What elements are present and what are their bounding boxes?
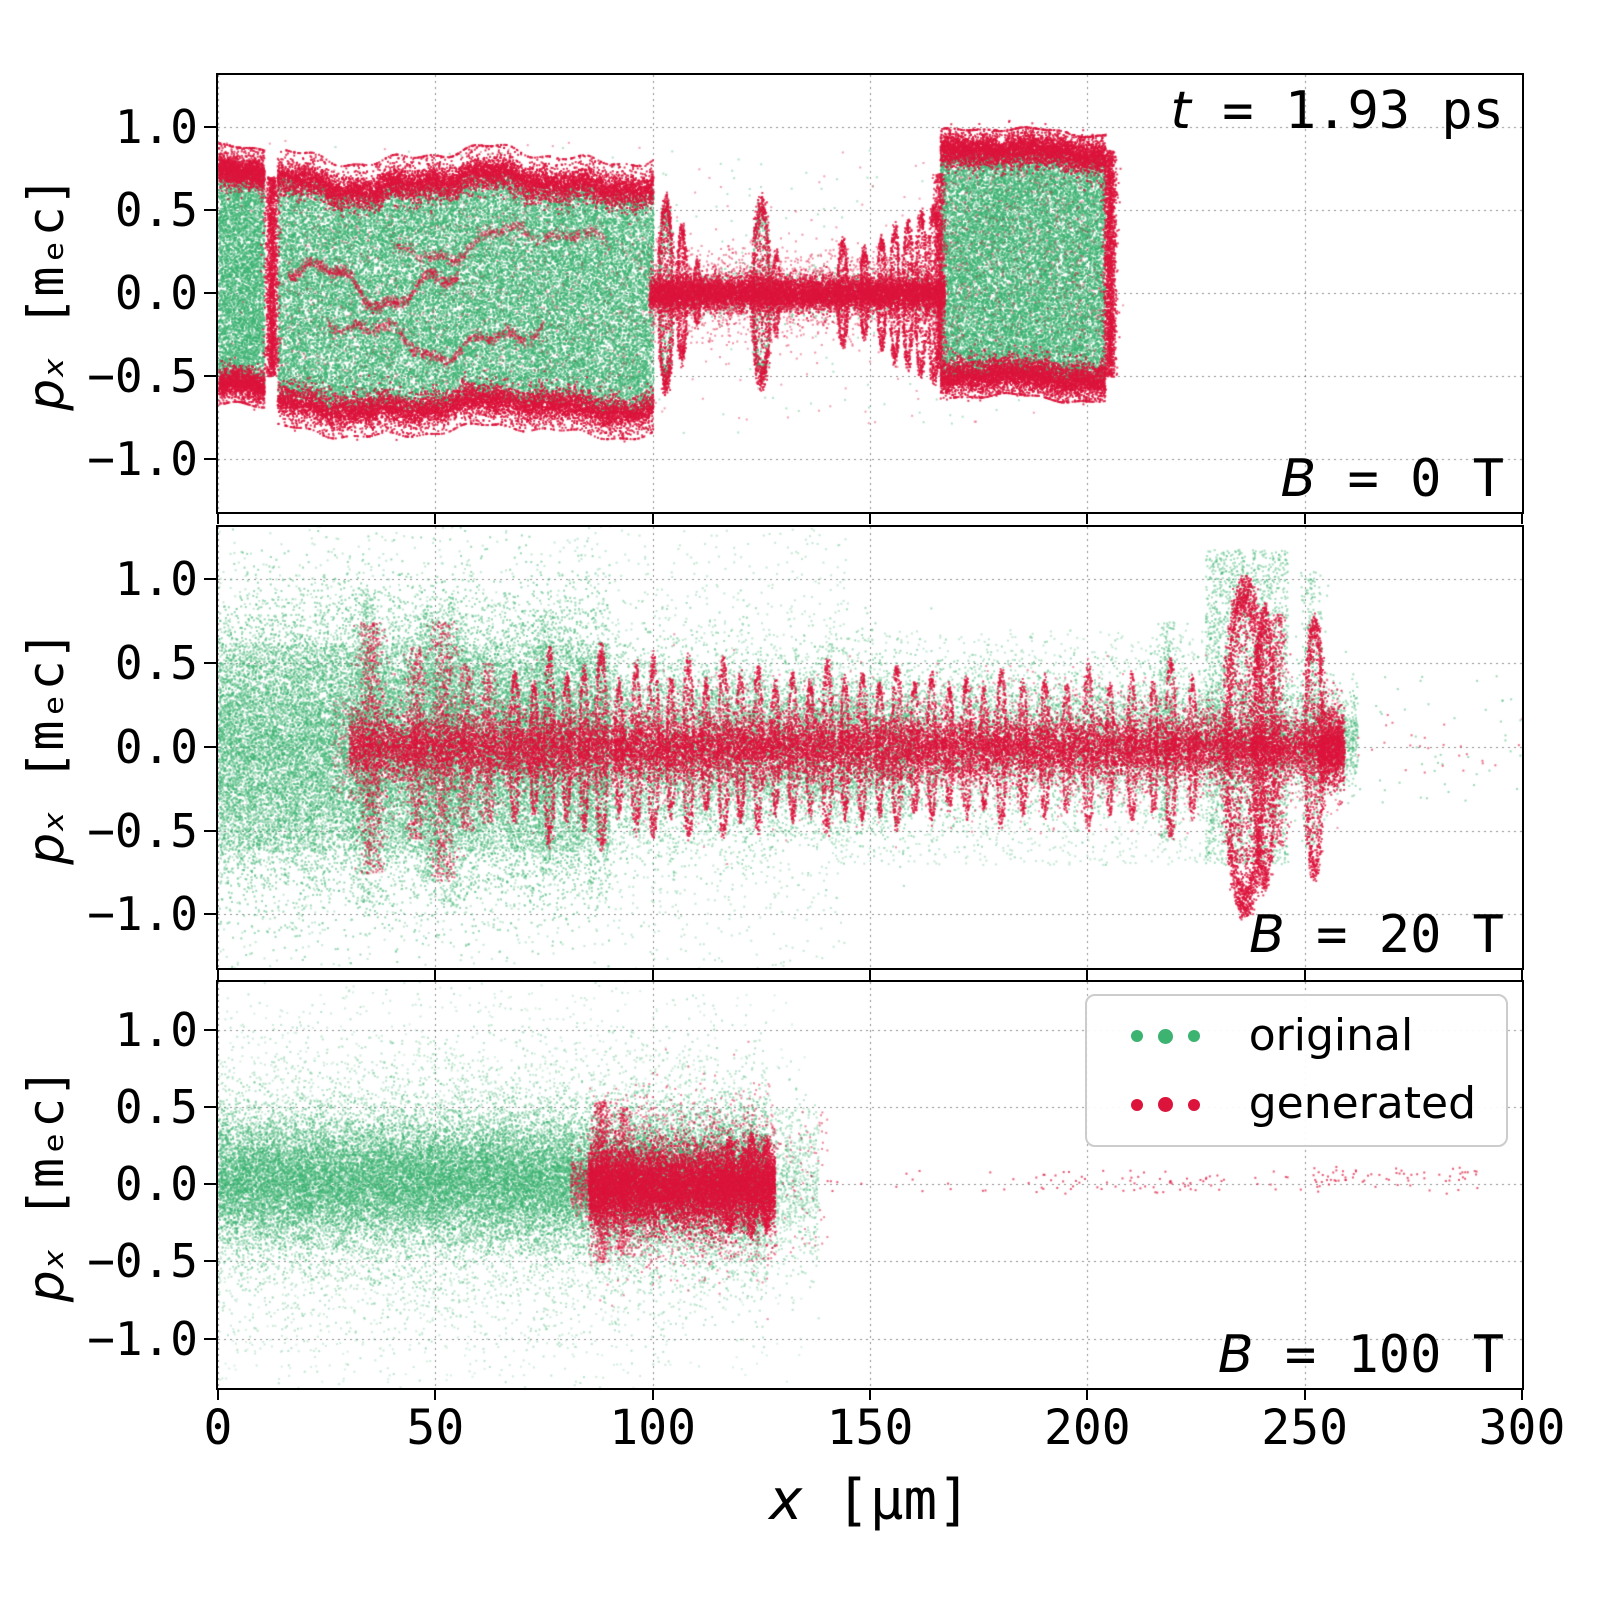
y-tick-label: −0.5	[87, 1234, 198, 1289]
y-tick-label: −1.0	[87, 431, 198, 486]
x-tick-mark	[217, 970, 219, 980]
x-tick-mark	[434, 970, 437, 980]
y-tick-mark	[204, 913, 216, 916]
y-tick-mark	[204, 291, 216, 294]
y-tick-label: 0.5	[114, 1080, 198, 1135]
y-tick-label: −1.0	[87, 1311, 198, 1366]
y-tick-label: 0.5	[114, 635, 198, 690]
panel-b-100t: original generated B = 100 T	[216, 980, 1524, 1390]
scatter-plot-b20	[218, 527, 1522, 968]
x-tick-label: 0	[203, 1400, 233, 1456]
y-tick-mark	[204, 745, 216, 748]
panel-b-0t: t = 1.93 ps B = 0 T	[216, 73, 1524, 514]
y-tick-mark	[204, 829, 216, 832]
field-var: B	[1217, 1324, 1254, 1385]
y-tick-label: −0.5	[87, 348, 198, 403]
x-tick-mark	[1303, 970, 1306, 980]
y-tick-mark	[204, 125, 216, 128]
scatter-marker-generated-icon	[1107, 1097, 1225, 1113]
legend-item-original: original	[1107, 1010, 1476, 1061]
x-tick-mark	[1521, 514, 1523, 524]
y-tick-label: 0.5	[114, 182, 198, 237]
field-label-b100: B = 100 T	[1217, 1324, 1504, 1385]
x-tick-mark	[217, 514, 219, 524]
x-tick-label: 100	[609, 1400, 696, 1456]
legend: original generated	[1084, 994, 1508, 1147]
x-tick-mark	[434, 1390, 437, 1400]
panel-b-20t: B = 20 T	[216, 525, 1524, 970]
x-tick-mark	[1086, 514, 1089, 524]
x-tick-mark	[869, 970, 871, 980]
x-axis-variable: x	[769, 1468, 803, 1533]
time-var: t	[1170, 81, 1191, 141]
field-var: B	[1249, 904, 1285, 965]
legend-item-generated: generated	[1107, 1078, 1476, 1130]
x-tick-mark	[1086, 970, 1089, 980]
x-tick-mark	[1521, 970, 1523, 980]
scatter-plot-b0	[218, 75, 1522, 512]
y-tick-label: 0.0	[114, 265, 198, 320]
field-label-b0: B = 0 T	[1280, 448, 1504, 509]
y-tick-mark	[204, 661, 216, 664]
field-label-b20: B = 20 T	[1249, 904, 1504, 965]
y-tick-label: −1.0	[87, 887, 198, 942]
x-axis-label: x [µm]	[769, 1468, 971, 1533]
y-tick-label: 1.0	[114, 1002, 198, 1057]
x-tick-mark	[1303, 1390, 1306, 1400]
field-value: = 100 T	[1253, 1324, 1504, 1385]
field-value: = 20 T	[1284, 904, 1504, 965]
scatter-marker-original-icon	[1107, 1028, 1225, 1044]
y-tick-mark	[204, 1260, 216, 1263]
x-tick-label: 50	[406, 1400, 465, 1456]
y-tick-mark	[204, 577, 216, 580]
x-tick-label: 150	[826, 1400, 914, 1456]
x-axis-unit: [µm]	[802, 1468, 971, 1533]
x-tick-mark	[217, 1390, 219, 1400]
y-tick-label: 0.0	[114, 719, 198, 774]
x-tick-mark	[651, 970, 654, 980]
x-tick-mark	[434, 514, 437, 524]
y-tick-mark	[204, 457, 216, 460]
x-tick-label: 200	[1043, 1400, 1131, 1456]
y-tick-label: 1.0	[114, 99, 198, 154]
legend-label-original: original	[1248, 1010, 1414, 1061]
x-tick-mark	[651, 514, 654, 524]
field-var: B	[1280, 448, 1317, 509]
y-tick-label: 1.0	[114, 551, 198, 606]
time-annotation: t = 1.93 ps	[1170, 81, 1504, 141]
x-tick-label: 250	[1261, 1400, 1348, 1456]
x-tick-mark	[1521, 1390, 1523, 1400]
y-tick-mark	[204, 1183, 216, 1186]
y-tick-mark	[204, 1106, 216, 1109]
x-tick-mark	[651, 1390, 654, 1400]
y-tick-mark	[204, 1028, 216, 1031]
x-tick-mark	[1086, 1390, 1089, 1400]
x-tick-mark	[1303, 514, 1306, 524]
y-tick-mark	[204, 374, 216, 377]
x-tick-mark	[869, 1390, 871, 1400]
field-value: = 0 T	[1316, 448, 1504, 509]
y-tick-label: 0.0	[114, 1157, 198, 1212]
x-tick-mark	[869, 514, 871, 524]
y-tick-mark	[204, 1337, 216, 1340]
time-value: = 1.93 ps	[1190, 81, 1504, 141]
x-tick-label: 300	[1478, 1400, 1566, 1456]
y-tick-label: −0.5	[87, 803, 198, 858]
legend-label-generated: generated	[1248, 1078, 1476, 1130]
y-tick-mark	[204, 208, 216, 211]
